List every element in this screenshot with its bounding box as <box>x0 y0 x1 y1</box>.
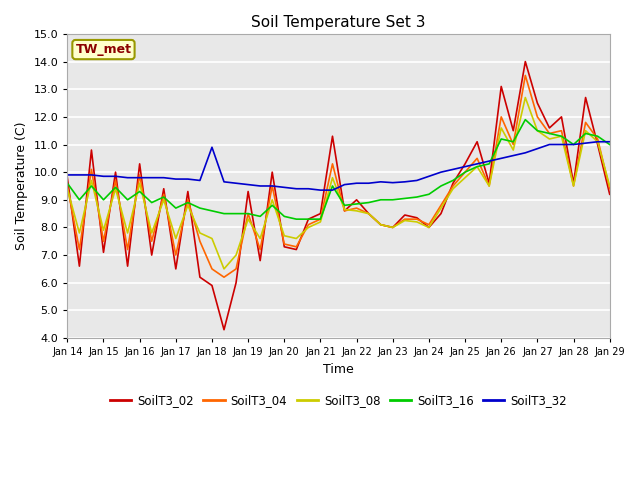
Y-axis label: Soil Temperature (C): Soil Temperature (C) <box>15 122 28 250</box>
X-axis label: Time: Time <box>323 362 354 375</box>
Text: TW_met: TW_met <box>76 43 131 56</box>
Legend: SoilT3_02, SoilT3_04, SoilT3_08, SoilT3_16, SoilT3_32: SoilT3_02, SoilT3_04, SoilT3_08, SoilT3_… <box>106 390 572 412</box>
Title: Soil Temperature Set 3: Soil Temperature Set 3 <box>252 15 426 30</box>
